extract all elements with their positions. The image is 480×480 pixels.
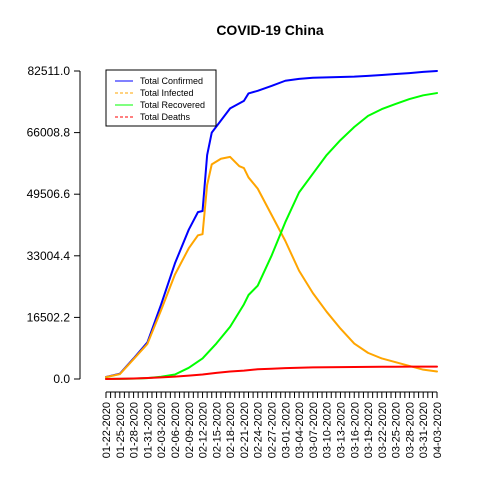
- series-line-total-recovered: [106, 93, 437, 379]
- legend-label: Total Confirmed: [140, 76, 203, 86]
- y-tick-label: 49506.6: [27, 187, 71, 201]
- x-tick-label: 03-01-2020: [280, 402, 292, 458]
- series-line-total-infected: [106, 157, 437, 377]
- x-tick-label: 03-07-2020: [308, 402, 320, 458]
- y-tick-label: 16502.2: [27, 310, 71, 324]
- x-tick-label: 02-24-2020: [253, 402, 265, 458]
- x-tick-label: 03-13-2020: [335, 402, 347, 458]
- legend-label: Total Deaths: [140, 112, 191, 122]
- legend-label: Total Infected: [140, 88, 194, 98]
- chart-title: COVID-19 China: [216, 22, 324, 38]
- y-tick-label: 66008.8: [27, 126, 71, 140]
- x-tick-label: 02-18-2020: [225, 402, 237, 458]
- x-tick-label: 02-15-2020: [211, 402, 223, 458]
- x-tick-label: 01-25-2020: [115, 402, 127, 458]
- x-tick-label: 02-21-2020: [239, 402, 251, 458]
- x-tick-label: 04-03-2020: [432, 402, 444, 458]
- x-tick-label: 01-28-2020: [129, 402, 141, 458]
- y-tick-label: 82511.0: [28, 64, 71, 78]
- x-tick-label: 03-22-2020: [377, 402, 389, 458]
- legend-label: Total Recovered: [140, 100, 205, 110]
- x-tick-label: 02-27-2020: [267, 402, 279, 458]
- y-tick-label: 33004.4: [27, 249, 71, 263]
- series-line-total-deaths: [106, 367, 437, 379]
- x-tick-label: 02-06-2020: [170, 402, 182, 458]
- x-tick-label: 02-03-2020: [156, 402, 168, 458]
- x-tick-label: 03-19-2020: [363, 402, 375, 458]
- x-tick-label: 03-31-2020: [418, 402, 430, 458]
- x-tick-label: 03-25-2020: [391, 402, 403, 458]
- x-axis: 01-22-2020 01-25-2020 01-28-2020 01-31-2020…: [101, 392, 444, 458]
- x-tick-label: 03-16-2020: [349, 402, 361, 458]
- x-tick-label: 03-28-2020: [404, 402, 416, 458]
- x-tick-label: 01-22-2020: [101, 402, 113, 458]
- x-tick-label: 01-31-2020: [142, 402, 154, 458]
- y-axis: 0.0 16502.2 33004.4 49506.6 66008.8 82511.0: [27, 64, 80, 386]
- legend: Total Confirmed Total Infected Total Recov…: [106, 70, 216, 126]
- x-tick-label: 03-10-2020: [322, 402, 334, 458]
- x-tick-label: 02-09-2020: [184, 402, 196, 458]
- x-tick-label: 02-12-2020: [198, 402, 210, 458]
- x-tick-label: 03-04-2020: [294, 402, 306, 458]
- y-tick-label: 0.0: [53, 372, 70, 386]
